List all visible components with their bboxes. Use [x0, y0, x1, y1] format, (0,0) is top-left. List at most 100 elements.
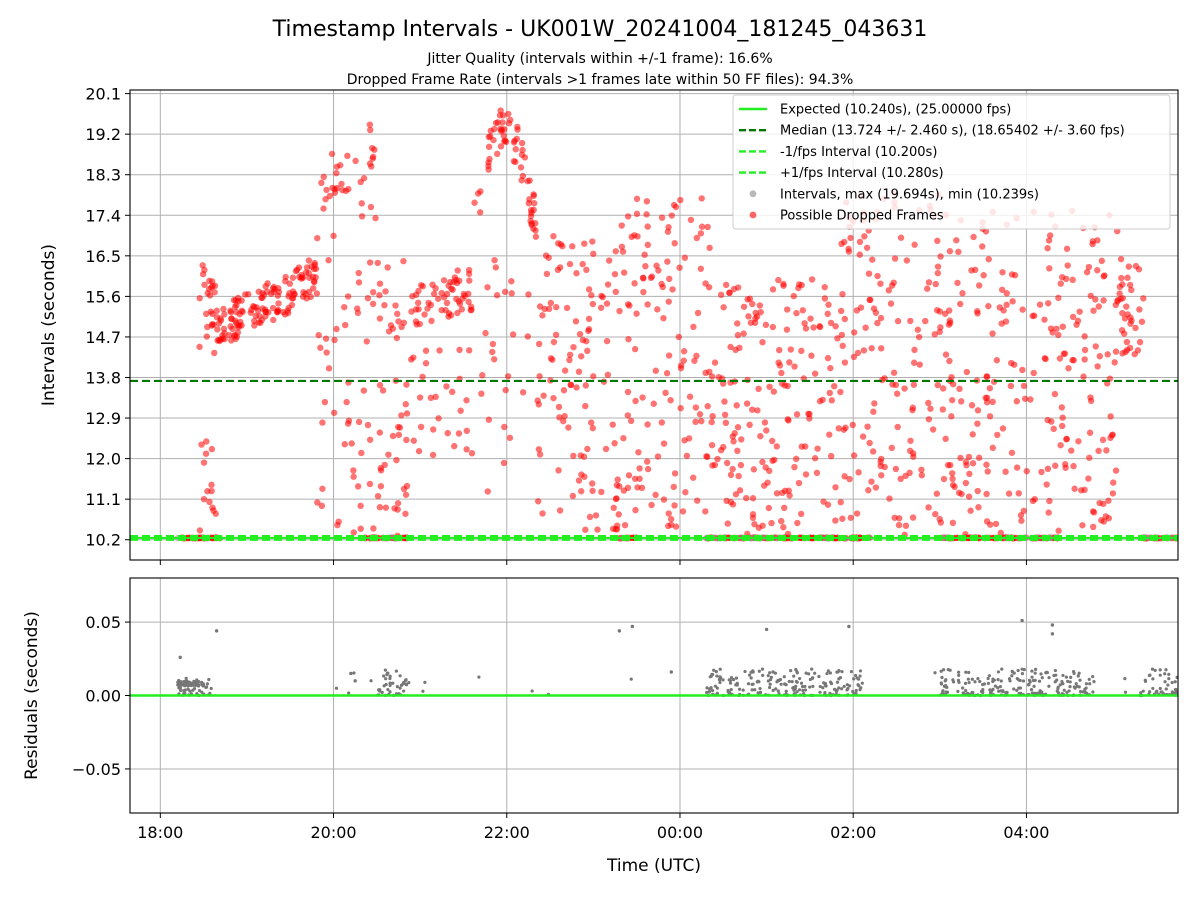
- dropped-frame-point: [633, 195, 641, 203]
- dropped-frame-point: [998, 320, 1005, 327]
- dropped-frame-point: [598, 488, 605, 496]
- residual-point: [751, 682, 755, 686]
- dropped-frame-point: [583, 266, 590, 274]
- residual-point: [933, 671, 937, 675]
- residual-point: [835, 670, 839, 674]
- residual-point: [966, 677, 970, 681]
- dropped-frame-point: [444, 429, 451, 437]
- dropped-frame-point: [428, 317, 435, 325]
- dropped-frame-point: [669, 286, 676, 293]
- dropped-frame-point: [910, 359, 918, 366]
- dropped-frame-point: [826, 389, 833, 397]
- dropped-frame-point: [501, 288, 509, 296]
- dropped-frame-point: [579, 260, 586, 268]
- dropped-frame-point: [369, 289, 377, 296]
- dropped-frame-point: [494, 150, 501, 158]
- dropped-frame-point: [554, 266, 562, 274]
- dropped-frame-point: [954, 279, 961, 287]
- dropped-frame-point: [1125, 263, 1132, 270]
- dropped-frame-point: [763, 427, 770, 434]
- residual-point: [185, 680, 189, 684]
- residual-point: [197, 689, 202, 693]
- dropped-frame-point: [830, 382, 838, 390]
- dropped-frame-point: [885, 287, 893, 294]
- dropped-frame-point: [916, 361, 923, 368]
- dropped-frame-point: [1118, 327, 1126, 334]
- dropped-frame-point: [781, 487, 789, 495]
- residual-point: [1088, 682, 1092, 686]
- dropped-frame-point: [840, 426, 848, 433]
- dropped-frame-point: [690, 474, 697, 481]
- dropped-frame-point: [838, 331, 846, 339]
- dropped-frame-point: [697, 265, 705, 272]
- dropped-frame-point: [578, 353, 585, 360]
- dropped-frame-point: [465, 298, 472, 305]
- dropped-frame-point: [698, 417, 705, 425]
- dropped-frame-point: [355, 418, 363, 426]
- dropped-frame-point: [752, 309, 759, 317]
- dropped-frame-point: [922, 317, 929, 325]
- dropped-frame-point: [203, 333, 211, 340]
- legend-entry-label: Expected (10.240s), (25.00000 fps): [780, 103, 1011, 118]
- dropped-frame-point: [780, 280, 787, 288]
- dropped-frame-point: [888, 444, 895, 452]
- residual-point: [771, 688, 775, 692]
- dropped-frame-point: [671, 502, 678, 509]
- dropped-frame-point: [986, 385, 994, 392]
- dropped-frame-point: [524, 333, 531, 340]
- residual-point: [1160, 690, 1164, 694]
- dropped-frame-point: [1110, 479, 1117, 486]
- dropped-frame-point: [974, 420, 981, 427]
- residual-point: [617, 629, 622, 633]
- dropped-frame-point: [582, 382, 590, 389]
- dropped-frame-point: [382, 504, 390, 511]
- residual-point: [1061, 673, 1065, 678]
- dropped-frame-point: [653, 262, 660, 269]
- residual-point: [709, 686, 713, 690]
- dropped-frame-point: [750, 466, 758, 473]
- dropped-frame-point: [560, 387, 568, 394]
- dropped-frame-point: [807, 315, 814, 322]
- residual-point: [1087, 677, 1091, 681]
- residual-point: [669, 670, 674, 674]
- dropped-frame-point: [1059, 323, 1066, 330]
- dropped-frame-point: [795, 479, 803, 487]
- dropped-frame-point: [215, 320, 223, 327]
- dropped-frame-point: [400, 257, 407, 265]
- dropped-frame-point: [729, 465, 736, 473]
- dropped-frame-point: [727, 471, 735, 479]
- residual-point: [973, 680, 977, 684]
- dropped-frame-point: [435, 415, 442, 422]
- dropped-frame-point: [489, 340, 497, 348]
- dropped-frame-point: [969, 460, 977, 467]
- dropped-frame-point: [468, 450, 476, 457]
- dropped-frame-point: [849, 421, 856, 429]
- residual-point: [388, 674, 392, 678]
- residual-point: [798, 676, 802, 681]
- residual-point: [1029, 688, 1034, 692]
- legend-entry-label: Intervals, max (19.694s), min (10.239s): [780, 187, 1039, 202]
- residual-point: [1047, 684, 1051, 688]
- residual-point: [398, 686, 402, 690]
- dropped-frame-point: [449, 286, 456, 293]
- dropped-frame-point: [1047, 325, 1055, 332]
- residual-point: [825, 671, 829, 676]
- residual-point: [384, 677, 388, 681]
- dropped-frame-point: [894, 423, 901, 431]
- dropped-frame-point: [619, 248, 627, 255]
- dropped-frame-point: [937, 253, 944, 260]
- dropped-frame-point: [698, 195, 705, 202]
- dropped-frame-point: [970, 233, 977, 241]
- dropped-frame-point: [589, 238, 596, 245]
- dropped-frame-point: [706, 244, 713, 252]
- dropped-frame-point: [903, 257, 911, 264]
- dropped-frame-point: [412, 291, 420, 298]
- dropped-frame-point: [1100, 500, 1107, 508]
- dropped-frame-point: [459, 295, 466, 302]
- residual-point: [847, 684, 852, 688]
- dropped-frame-point: [792, 455, 800, 463]
- dropped-frame-point: [620, 435, 627, 442]
- residual-point: [1076, 674, 1080, 678]
- residual-point: [939, 681, 943, 685]
- dropped-frame-point: [839, 342, 846, 350]
